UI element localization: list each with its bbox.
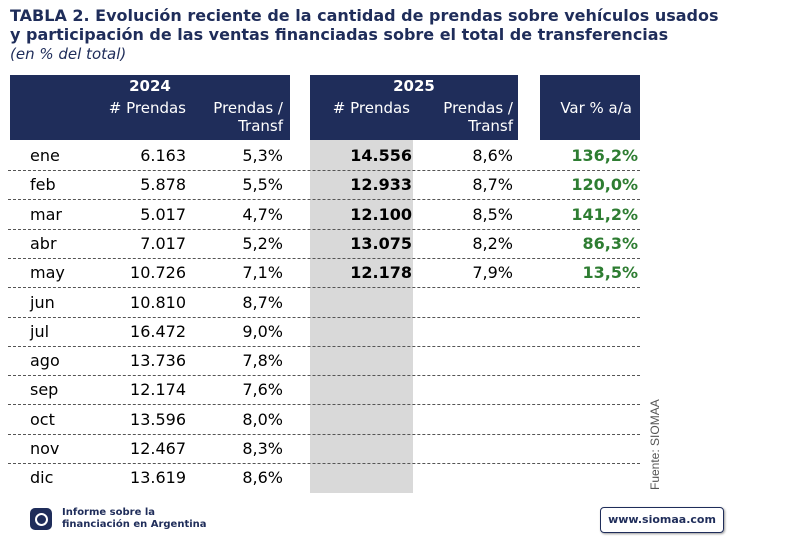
transf-2024-cell: 4,7%: [242, 204, 283, 224]
prendas-2025-cell: 14.556: [350, 146, 412, 165]
header-year-2025: 2025: [393, 77, 435, 95]
transf-2024-cell: 8,6%: [242, 468, 283, 488]
header-transf-line1: Prendas /: [443, 99, 513, 117]
transf-2024-cell: 7,1%: [242, 263, 283, 283]
month-cell: feb: [30, 175, 56, 195]
table-row: feb 5.878 5,5% 12.933 8,7% 120,0%: [8, 170, 640, 201]
transf-2025-cell: 8,7%: [472, 175, 513, 195]
source-label: Fuente: SIOMAA: [648, 399, 662, 490]
table-row: ago 13.736 7,8%: [8, 346, 640, 377]
title-line-2: y participación de las ventas financiada…: [10, 25, 669, 44]
header-transf-line1: Prendas /: [213, 99, 283, 117]
month-cell: sep: [30, 380, 59, 400]
table-title: TABLA 2. Evolución reciente de la cantid…: [10, 6, 719, 44]
month-cell: ene: [30, 146, 60, 165]
transf-2024-cell: 7,8%: [242, 351, 283, 371]
header-prendas-2024: # Prendas: [108, 99, 186, 117]
transf-2024-cell: 5,2%: [242, 233, 283, 253]
header-var-label: Var % a/a: [560, 99, 632, 117]
var-cell: 120,0%: [571, 175, 638, 195]
transf-2025-cell: 7,9%: [472, 263, 513, 283]
footer-logo-text: Informe sobre la financiación en Argenti…: [62, 507, 207, 531]
header-2024: 2024 # Prendas Prendas / Transf: [10, 75, 290, 140]
header-transf-2025: Prendas / Transf: [418, 99, 513, 135]
transf-2025-cell: 8,2%: [472, 233, 513, 253]
table-row: jul 16.472 9,0%: [8, 317, 640, 347]
transf-2024-cell: 5,3%: [242, 146, 283, 165]
prendas-2024-cell: 16.472: [130, 321, 186, 341]
transf-2024-cell: 8,0%: [242, 409, 283, 429]
table-row: may 10.726 7,1% 12.178 7,9% 13,5%: [8, 258, 640, 289]
month-cell: oct: [30, 409, 55, 429]
table-row: dic 13.619 8,6%: [8, 463, 640, 492]
transf-2024-cell: 7,6%: [242, 380, 283, 400]
siomaa-logo-icon: [30, 508, 52, 530]
month-cell: dic: [30, 468, 54, 488]
month-cell: jun: [30, 292, 55, 312]
var-cell: 86,3%: [582, 233, 638, 253]
table-row: oct 13.596 8,0%: [8, 405, 640, 435]
transf-2024-cell: 9,0%: [242, 321, 283, 341]
website-link[interactable]: www.siomaa.com: [600, 507, 724, 533]
header-2025: 2025 # Prendas Prendas / Transf: [310, 75, 518, 140]
table-row: sep 12.174 7,6%: [8, 375, 640, 406]
footer-logo-line2: financiación en Argentina: [62, 519, 207, 530]
prendas-2024-cell: 7.017: [140, 233, 186, 253]
prendas-2024-cell: 10.810: [130, 292, 186, 312]
prendas-2024-cell: 13.619: [130, 468, 186, 488]
table-subtitle: (en % del total): [10, 45, 127, 63]
header-transf-line2: Transf: [468, 117, 513, 135]
month-cell: jul: [30, 321, 50, 341]
transf-2024-cell: 8,7%: [242, 292, 283, 312]
month-cell: nov: [30, 439, 60, 458]
transf-2025-cell: 8,5%: [472, 204, 513, 224]
prendas-2025-cell: 12.100: [350, 204, 412, 224]
table-row: mar 5.017 4,7% 12.100 8,5% 141,2%: [8, 200, 640, 230]
month-cell: mar: [30, 204, 62, 224]
source-note: Fuente: SIOMAA: [648, 380, 668, 490]
header-prendas-2025: # Prendas: [332, 99, 410, 117]
prendas-2024-cell: 13.596: [130, 409, 186, 429]
var-cell: 13,5%: [582, 263, 638, 283]
month-cell: may: [30, 263, 65, 283]
header-var: Var % a/a: [540, 75, 640, 140]
prendas-2024-cell: 5.017: [140, 204, 186, 224]
prendas-2024-cell: 12.467: [130, 439, 186, 458]
header-year-2024: 2024: [129, 77, 171, 95]
table-row: ene 6.163 5,3% 14.556 8,6% 136,2%: [8, 141, 640, 171]
title-line-1: TABLA 2. Evolución reciente de la cantid…: [10, 6, 719, 25]
table-row: nov 12.467 8,3%: [8, 434, 640, 464]
header-transf-2024: Prendas / Transf: [188, 99, 283, 135]
transf-2024-cell: 5,5%: [242, 175, 283, 195]
prendas-2025-cell: 12.178: [350, 263, 412, 283]
prendas-2024-cell: 12.174: [130, 380, 186, 400]
transf-2024-cell: 8,3%: [242, 439, 283, 458]
header-transf-line2: Transf: [238, 117, 283, 135]
table-row: jun 10.810 8,7%: [8, 288, 640, 318]
table-row: abr 7.017 5,2% 13.075 8,2% 86,3%: [8, 229, 640, 259]
prendas-2025-cell: 12.933: [350, 175, 412, 195]
var-cell: 136,2%: [571, 146, 638, 165]
prendas-2024-cell: 5.878: [140, 175, 186, 195]
prendas-2024-cell: 13.736: [130, 351, 186, 371]
var-cell: 141,2%: [571, 204, 638, 224]
footer-logo-line1: Informe sobre la: [62, 507, 156, 518]
prendas-2025-cell: 13.075: [350, 233, 412, 253]
month-cell: abr: [30, 233, 57, 253]
prendas-2024-cell: 6.163: [140, 146, 186, 165]
month-cell: ago: [30, 351, 60, 371]
transf-2025-cell: 8,6%: [472, 146, 513, 165]
prendas-2024-cell: 10.726: [130, 263, 186, 283]
